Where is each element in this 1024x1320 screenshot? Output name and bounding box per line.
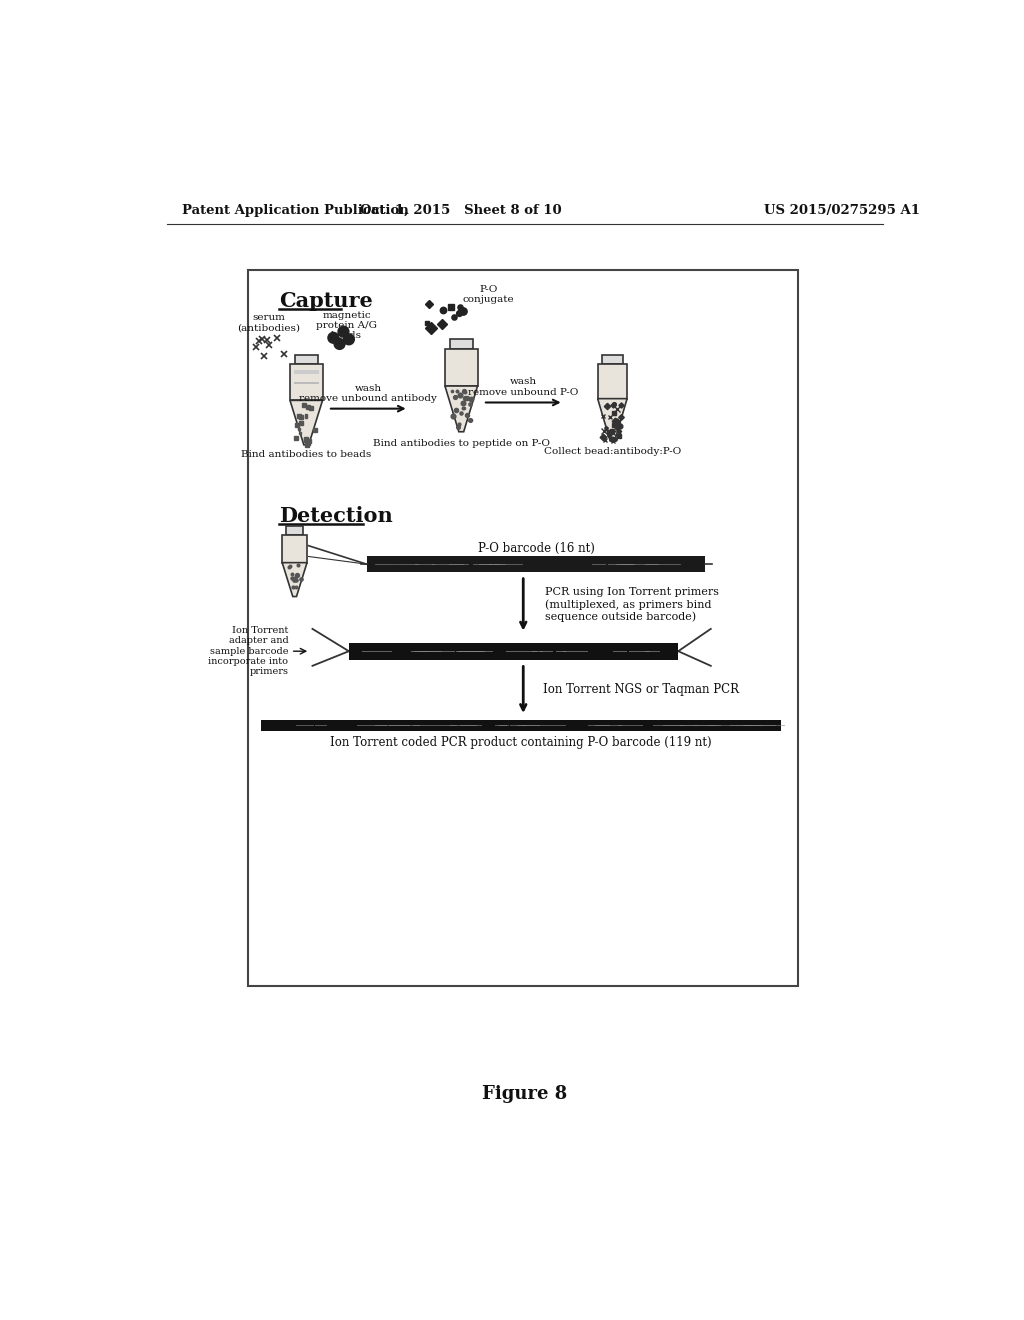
Circle shape bbox=[343, 334, 354, 345]
Bar bbox=[261, 719, 781, 730]
Text: P-O
conjugate: P-O conjugate bbox=[463, 285, 514, 305]
Text: P-O barcode (16 nt): P-O barcode (16 nt) bbox=[477, 543, 595, 556]
Text: Ion Torrent NGS or Taqman PCR: Ion Torrent NGS or Taqman PCR bbox=[543, 684, 738, 696]
Text: Figure 8: Figure 8 bbox=[482, 1085, 567, 1104]
Bar bbox=[295, 355, 317, 364]
Circle shape bbox=[338, 326, 349, 337]
Text: Patent Application Publication: Patent Application Publication bbox=[182, 205, 409, 218]
Circle shape bbox=[328, 333, 339, 343]
Polygon shape bbox=[283, 562, 307, 597]
Text: Collect bead:antibody:P-O: Collect bead:antibody:P-O bbox=[544, 446, 681, 455]
Bar bbox=[349, 643, 678, 660]
Bar bbox=[367, 557, 706, 572]
Text: Oct. 1, 2015   Sheet 8 of 10: Oct. 1, 2015 Sheet 8 of 10 bbox=[360, 205, 562, 218]
Text: magnetic
protein A/G
beads: magnetic protein A/G beads bbox=[316, 310, 377, 341]
Text: US 2015/0275295 A1: US 2015/0275295 A1 bbox=[764, 205, 920, 218]
Text: Bind antibodies to peptide on P-O: Bind antibodies to peptide on P-O bbox=[373, 438, 550, 447]
Bar bbox=[598, 364, 627, 399]
Text: wash
remove unbound antibody: wash remove unbound antibody bbox=[299, 384, 437, 403]
Bar bbox=[294, 370, 318, 374]
Circle shape bbox=[334, 339, 345, 350]
Polygon shape bbox=[598, 399, 627, 441]
Bar bbox=[283, 535, 307, 562]
Text: Bind antibodies to beads: Bind antibodies to beads bbox=[241, 450, 372, 459]
Bar bbox=[248, 271, 799, 986]
Text: Detection: Detection bbox=[280, 507, 393, 527]
Text: serum
(antibodies): serum (antibodies) bbox=[238, 313, 301, 333]
Text: wash
remove unbound P-O: wash remove unbound P-O bbox=[468, 378, 579, 397]
Text: PCR using Ion Torrent primers
(multiplexed, as primers bind
sequence outside bar: PCR using Ion Torrent primers (multiplex… bbox=[545, 587, 719, 622]
Text: Capture: Capture bbox=[280, 290, 373, 310]
Polygon shape bbox=[445, 385, 477, 432]
Bar bbox=[450, 339, 473, 348]
Bar bbox=[294, 381, 318, 384]
Bar bbox=[602, 355, 623, 364]
Bar bbox=[286, 525, 303, 535]
Text: Ion Torrent coded PCR product containing P-O barcode (119 nt): Ion Torrent coded PCR product containing… bbox=[331, 737, 712, 750]
Polygon shape bbox=[290, 400, 323, 445]
Text: Ion Torrent
adapter and
sample barcode
incorporate into
primers: Ion Torrent adapter and sample barcode i… bbox=[209, 626, 289, 676]
Bar bbox=[445, 348, 477, 385]
Bar bbox=[290, 364, 323, 400]
